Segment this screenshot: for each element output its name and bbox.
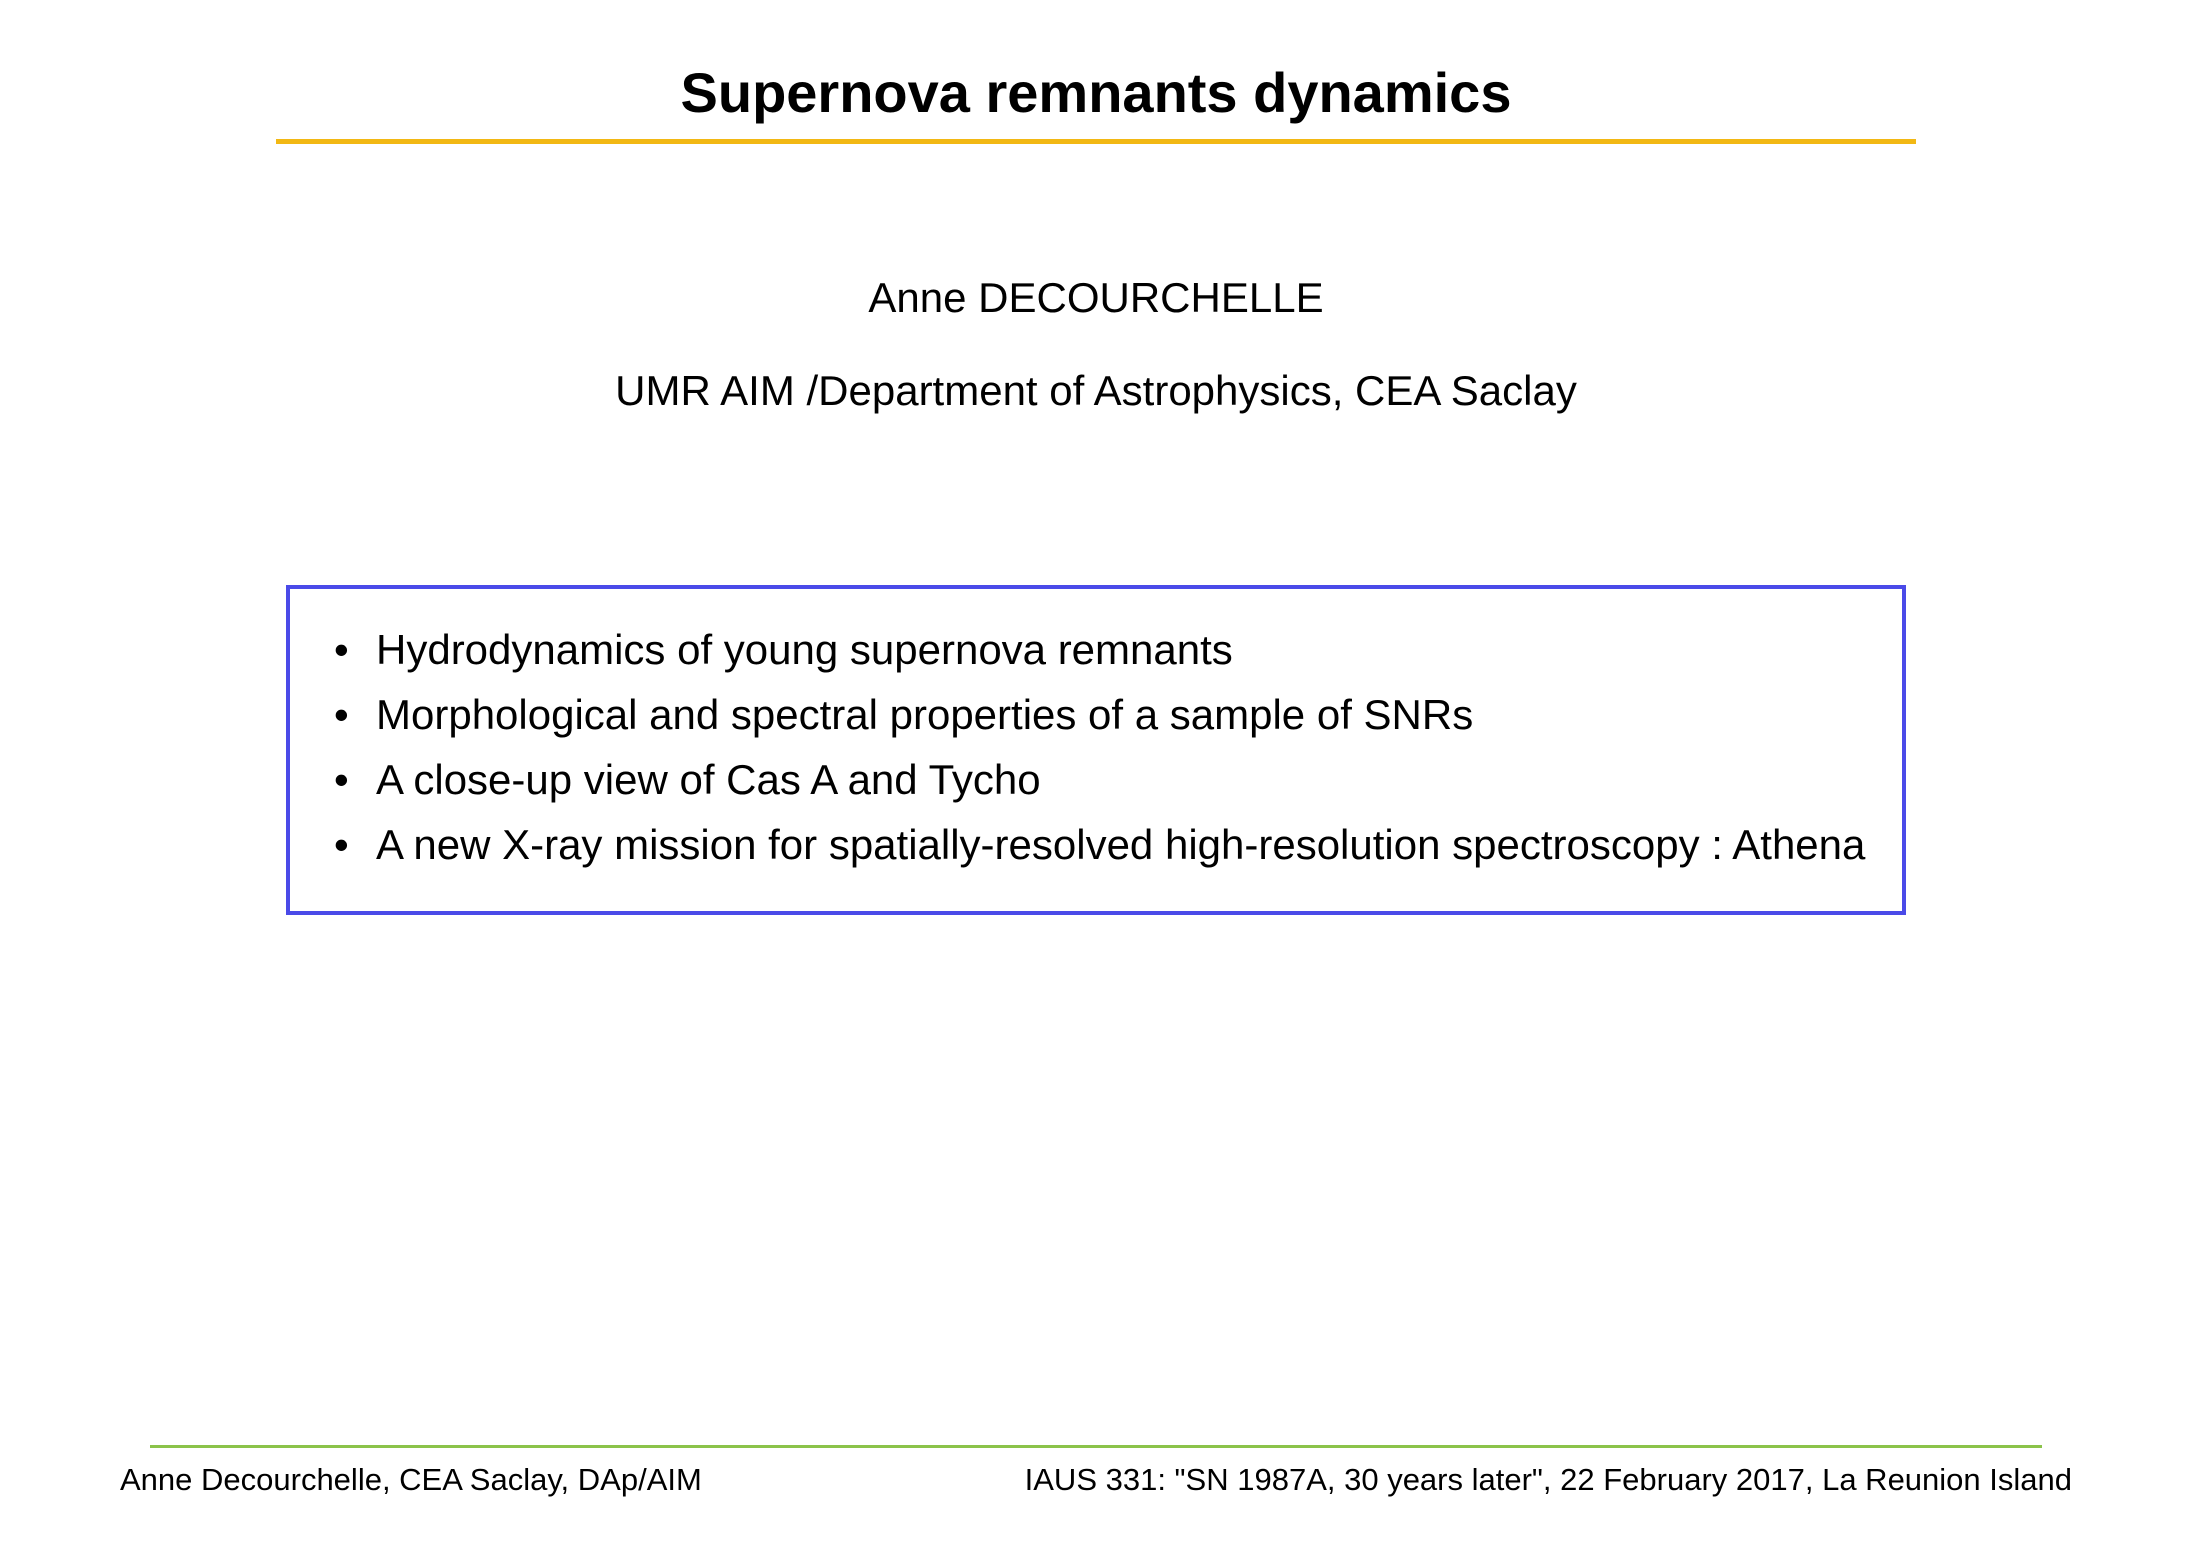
footer-right-text: IAUS 331: "SN 1987A, 30 years later", 22… xyxy=(1025,1462,2072,1498)
slide-title: Supernova remnants dynamics xyxy=(120,60,2072,139)
content-box: Hydrodynamics of young supernova remnant… xyxy=(286,585,1906,915)
bullet-list: Hydrodynamics of young supernova remnant… xyxy=(320,617,1872,877)
bullet-item: A close-up view of Cas A and Tycho xyxy=(320,747,1872,812)
footer-text: Anne Decourchelle, CEA Saclay, DAp/AIM I… xyxy=(120,1462,2072,1498)
author-name: Anne DECOURCHELLE xyxy=(120,274,2072,322)
author-affiliation: UMR AIM /Department of Astrophysics, CEA… xyxy=(120,367,2072,415)
footer-left-text: Anne Decourchelle, CEA Saclay, DAp/AIM xyxy=(120,1462,702,1498)
author-block: Anne DECOURCHELLE UMR AIM /Department of… xyxy=(120,274,2072,415)
bullet-item: Morphological and spectral properties of… xyxy=(320,682,1872,747)
bullet-item: Hydrodynamics of young supernova remnant… xyxy=(320,617,1872,682)
bullet-item: A new X-ray mission for spatially-resolv… xyxy=(320,812,1872,877)
title-section: Supernova remnants dynamics xyxy=(120,60,2072,144)
slide-footer: Anne Decourchelle, CEA Saclay, DAp/AIM I… xyxy=(120,1445,2072,1498)
title-underline xyxy=(276,139,1916,144)
footer-line xyxy=(150,1445,2042,1448)
